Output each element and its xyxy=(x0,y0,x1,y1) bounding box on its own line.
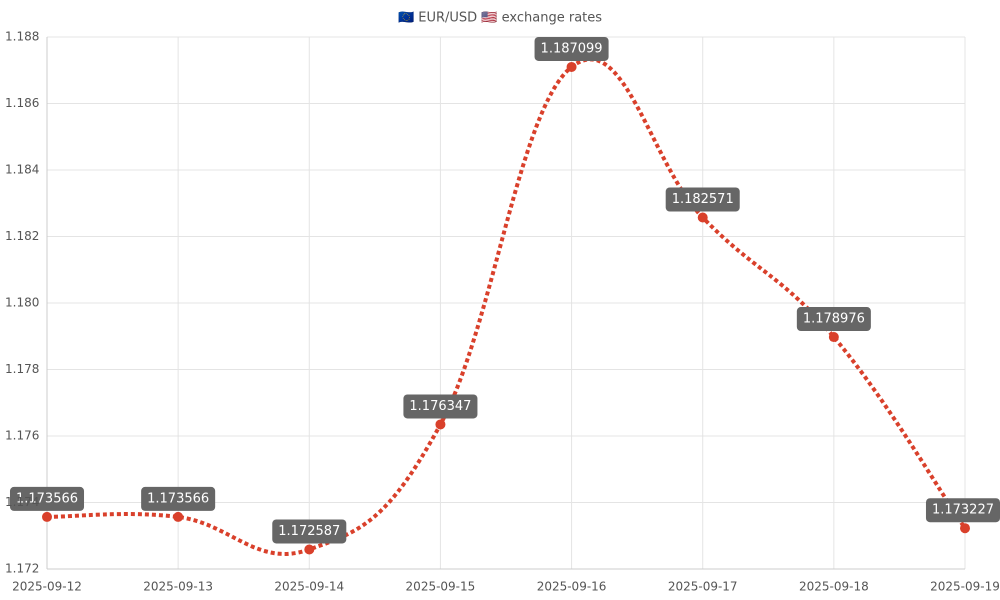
point xyxy=(566,61,577,72)
data-label-text: 1.173566 xyxy=(16,491,78,506)
data-label-box xyxy=(796,307,871,332)
data-label: 1.173566 xyxy=(9,486,85,511)
y-tick-label: 1.186 xyxy=(5,96,39,110)
data-label-box xyxy=(272,519,347,544)
x-tick-label: 2025-09-15 xyxy=(406,580,476,594)
y-tick-label: 1.184 xyxy=(5,163,39,177)
x-tick-label: 2025-09-16 xyxy=(537,580,607,594)
data-label-text: 1.173566 xyxy=(147,491,209,506)
y-tick-label: 1.180 xyxy=(5,296,39,310)
x-tick-label: 2025-09-17 xyxy=(668,580,738,594)
point xyxy=(828,332,839,343)
data-label-text: 1.178976 xyxy=(803,312,865,327)
point xyxy=(304,544,315,555)
data-label-box xyxy=(665,187,740,212)
y-tick-label: 1.172 xyxy=(5,562,39,576)
data-label: 1.178976 xyxy=(796,307,871,332)
point xyxy=(42,511,52,522)
data-label: 1.173227 xyxy=(925,498,1000,523)
data-label-text: 1.173227 xyxy=(932,503,994,518)
data-label-box xyxy=(534,36,609,61)
data-label: 1.176347 xyxy=(403,394,478,419)
chart-title: 🇪🇺 EUR/USD 🇺🇸 exchange rates xyxy=(398,11,602,26)
data-label-text: 1.187099 xyxy=(541,41,603,56)
x-tick-label: 2025-09-19 xyxy=(930,580,1000,594)
data-label: 1.182571 xyxy=(665,187,740,212)
point xyxy=(697,212,708,223)
line xyxy=(46,57,967,556)
grid xyxy=(46,36,966,570)
y-tick-label: 1.188 xyxy=(5,30,39,44)
data-label-text: 1.182571 xyxy=(672,192,734,207)
data-label-text: 1.172587 xyxy=(278,524,340,539)
data-label-text: 1.176347 xyxy=(409,399,471,414)
x-tick-label: 2025-09-13 xyxy=(143,580,213,594)
point xyxy=(960,523,970,534)
data-label: 1.187099 xyxy=(534,36,609,61)
y-tick-label: 1.178 xyxy=(5,362,39,376)
point xyxy=(435,419,446,430)
x-tick-label: 2025-09-14 xyxy=(274,580,344,594)
data-label-box xyxy=(925,498,1000,523)
data-label-box xyxy=(141,486,216,511)
point xyxy=(173,511,184,522)
data-label-box xyxy=(403,394,478,419)
x-tick-label: 2025-09-18 xyxy=(799,580,869,594)
data-label: 1.172587 xyxy=(272,519,347,544)
x-tick-label: 2025-09-12 xyxy=(12,580,82,594)
y-tick-label: 1.176 xyxy=(5,429,39,443)
data-label: 1.173566 xyxy=(141,486,216,511)
y-tick-label: 1.174 xyxy=(5,495,39,509)
plot: 1.173566 1.173566 1.172587 1.176347 1.187099… xyxy=(9,36,1000,556)
data-label-box xyxy=(9,486,85,511)
y-tick-label: 1.182 xyxy=(5,229,39,243)
